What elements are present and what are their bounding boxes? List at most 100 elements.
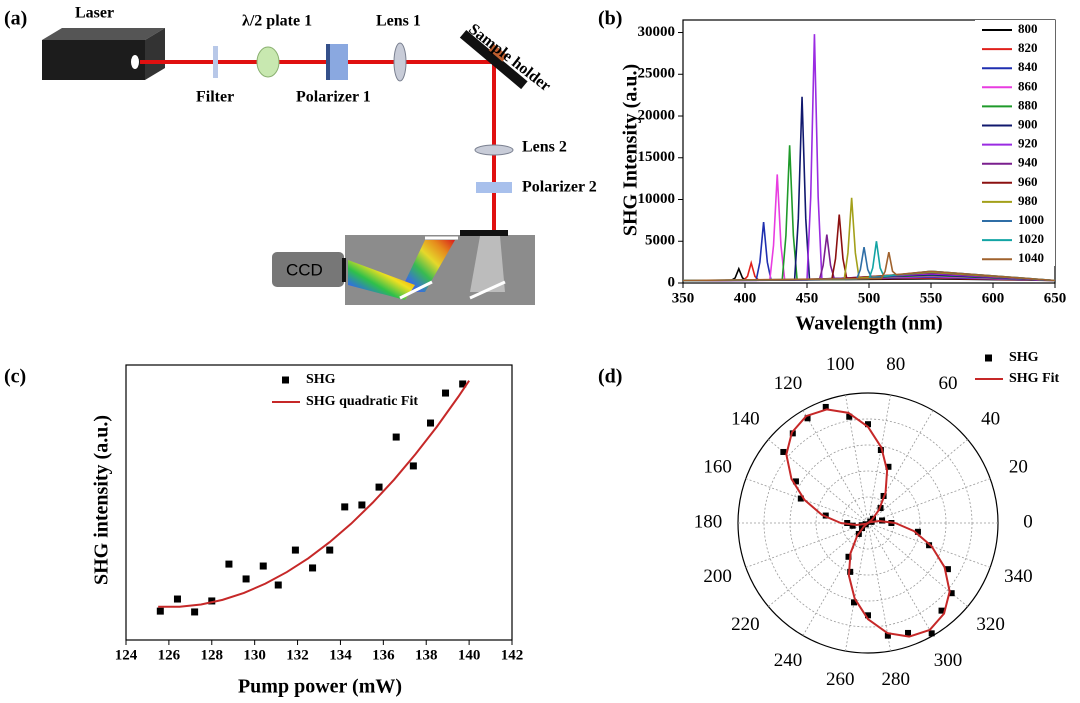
y-tick-label: 0 — [668, 274, 676, 290]
x-tick-label: 126 — [158, 647, 181, 663]
legend-label: 980 — [1018, 193, 1038, 208]
data-point — [905, 629, 912, 636]
data-point — [225, 560, 233, 568]
legend-label: 960 — [1018, 174, 1038, 189]
x-tick-label: 134 — [329, 647, 352, 663]
fit-line — [158, 380, 470, 608]
angle-grid — [802, 522, 869, 636]
legend-box — [975, 20, 1055, 266]
x-tick-label: 350 — [672, 290, 695, 306]
sample-holder — [459, 29, 528, 90]
legend-label: 1040 — [1018, 250, 1044, 265]
legend-marker — [282, 376, 289, 384]
legend-label: 920 — [1018, 136, 1038, 151]
angle-grid — [845, 522, 869, 652]
data-point — [846, 413, 853, 420]
ccd-sensor — [342, 258, 346, 282]
label: λ/2 plate 1 — [242, 13, 312, 30]
angle-tick-label: 300 — [934, 650, 963, 671]
filter — [213, 46, 218, 78]
angle-tick-label: 280 — [882, 669, 911, 690]
data-point — [427, 419, 435, 427]
legend-label: SHG — [306, 372, 336, 387]
angle-grid — [867, 410, 934, 524]
data-point — [877, 447, 884, 454]
angle-tick-label: 180 — [694, 511, 723, 532]
data-point — [885, 463, 892, 470]
angle-tick-label: 120 — [774, 373, 803, 394]
x-tick-label: 450 — [796, 290, 819, 306]
legend-label: 880 — [1018, 97, 1038, 112]
x-tick-label: 130 — [243, 647, 266, 663]
data-point — [944, 566, 951, 573]
legend-label: SHG Fit — [1009, 371, 1060, 386]
data-point — [884, 632, 891, 639]
angle-grid — [768, 522, 869, 607]
legend-label: 940 — [1018, 155, 1038, 170]
legend-label: 840 — [1018, 59, 1038, 74]
y-tick-label: 10000 — [638, 191, 676, 207]
data-point — [928, 630, 935, 637]
data-point — [851, 599, 858, 606]
data-point — [442, 389, 450, 397]
data-point — [948, 590, 955, 597]
light-cone — [470, 236, 505, 292]
data-point — [780, 448, 787, 455]
angle-tick-label: 200 — [703, 566, 732, 587]
dispersed-light — [348, 260, 415, 300]
mirror — [469, 280, 506, 300]
label: Sample holder — [465, 21, 554, 95]
data-point — [358, 501, 366, 509]
data-point — [849, 522, 856, 529]
angle-grid — [745, 522, 869, 568]
angle-tick-label: 160 — [703, 457, 732, 478]
legend-label: 900 — [1018, 116, 1038, 131]
angle-grid — [802, 410, 869, 524]
laser-aperture — [131, 55, 139, 69]
angle-grid — [867, 394, 891, 524]
angle-grid — [867, 522, 934, 636]
angle-tick-label: 100 — [826, 354, 855, 375]
y-tick-label: 20000 — [638, 107, 676, 123]
laser-body — [42, 40, 145, 80]
data-point — [156, 607, 164, 615]
data-point — [792, 478, 799, 485]
data-point — [341, 503, 349, 511]
label: Laser — [75, 5, 114, 22]
x-tick-label: 550 — [920, 290, 943, 306]
panel-label: (b) — [598, 8, 622, 30]
y-axis-label: SHG intensity (a.u.) — [91, 415, 113, 585]
label: Lens 2 — [522, 139, 567, 156]
angle-tick-label: 140 — [731, 409, 760, 430]
legend-label: SHG — [1009, 350, 1039, 365]
laser-side — [145, 28, 165, 80]
legend-label: SHG quadratic Fit — [306, 394, 418, 409]
plot-frame — [125, 364, 513, 641]
angle-tick-label: 240 — [774, 650, 803, 671]
data-point — [797, 495, 804, 502]
x-tick-label: 650 — [1044, 290, 1067, 306]
label: Lens 1 — [376, 13, 421, 30]
x-tick-label: 600 — [982, 290, 1005, 306]
half-wave-plate — [256, 46, 280, 78]
data-point — [847, 568, 854, 575]
y-tick-label: 30000 — [638, 24, 676, 40]
x-tick-label: 142 — [501, 647, 524, 663]
lens — [474, 144, 514, 156]
legend-label: 860 — [1018, 78, 1038, 93]
data-point — [865, 612, 871, 619]
data-point — [409, 462, 417, 470]
angle-grid — [867, 439, 968, 524]
angle-tick-label: 40 — [981, 409, 1000, 430]
data-point — [392, 433, 400, 441]
fit-line — [785, 408, 951, 638]
x-axis-label: Wavelength (nm) — [795, 313, 942, 335]
x-tick-label: 124 — [115, 647, 138, 663]
x-tick-label: 128 — [201, 647, 224, 663]
angle-tick-label: 0 — [1023, 511, 1033, 532]
x-tick-label: 400 — [734, 290, 757, 306]
x-tick-label: 140 — [458, 647, 481, 663]
data-point — [274, 581, 282, 589]
x-axis-label: Pump power (mW) — [238, 676, 402, 698]
label: Polarizer 2 — [522, 179, 597, 196]
